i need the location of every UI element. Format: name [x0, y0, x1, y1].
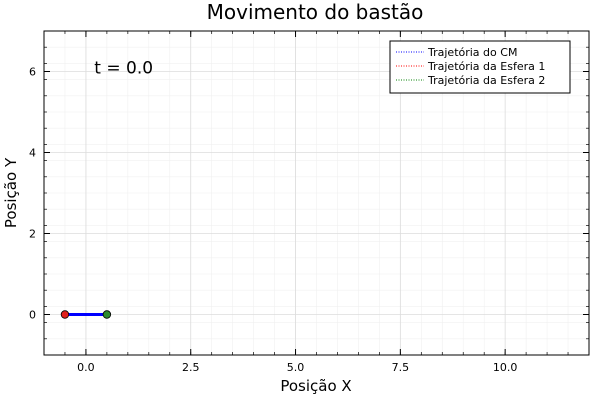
legend-label-3: Trajetória da Esfera 2 [427, 74, 545, 87]
x-tick-label: 0.0 [77, 361, 95, 374]
y-tick-label: 0 [29, 309, 36, 322]
y-tick-label: 2 [29, 228, 36, 241]
time-annotation: t = 0.0 [94, 59, 153, 79]
y-tick-label: 4 [29, 147, 36, 160]
ticks: 0.0 2.5 5.0 7.5 10.0 0 2 4 6 [29, 30, 589, 374]
y-axis-label: Posição Y [2, 157, 20, 228]
x-axis-label: Posição X [280, 377, 351, 395]
sphere-2-marker [102, 310, 112, 319]
y-tick-label: 6 [29, 66, 36, 79]
legend-box [389, 40, 571, 94]
legend-label-2: Trajetória da Esfera 1 [427, 60, 545, 73]
chart-title: Movimento do bastão [207, 0, 424, 24]
x-tick-label: 10.0 [493, 361, 518, 374]
x-tick-label: 2.5 [182, 361, 200, 374]
x-tick-label: 5.0 [287, 361, 305, 374]
sphere-1-marker [60, 310, 70, 319]
plot-area [60, 310, 112, 319]
legend-label-1: Trajetória do CM [427, 46, 517, 59]
x-tick-label: 7.5 [392, 361, 410, 374]
